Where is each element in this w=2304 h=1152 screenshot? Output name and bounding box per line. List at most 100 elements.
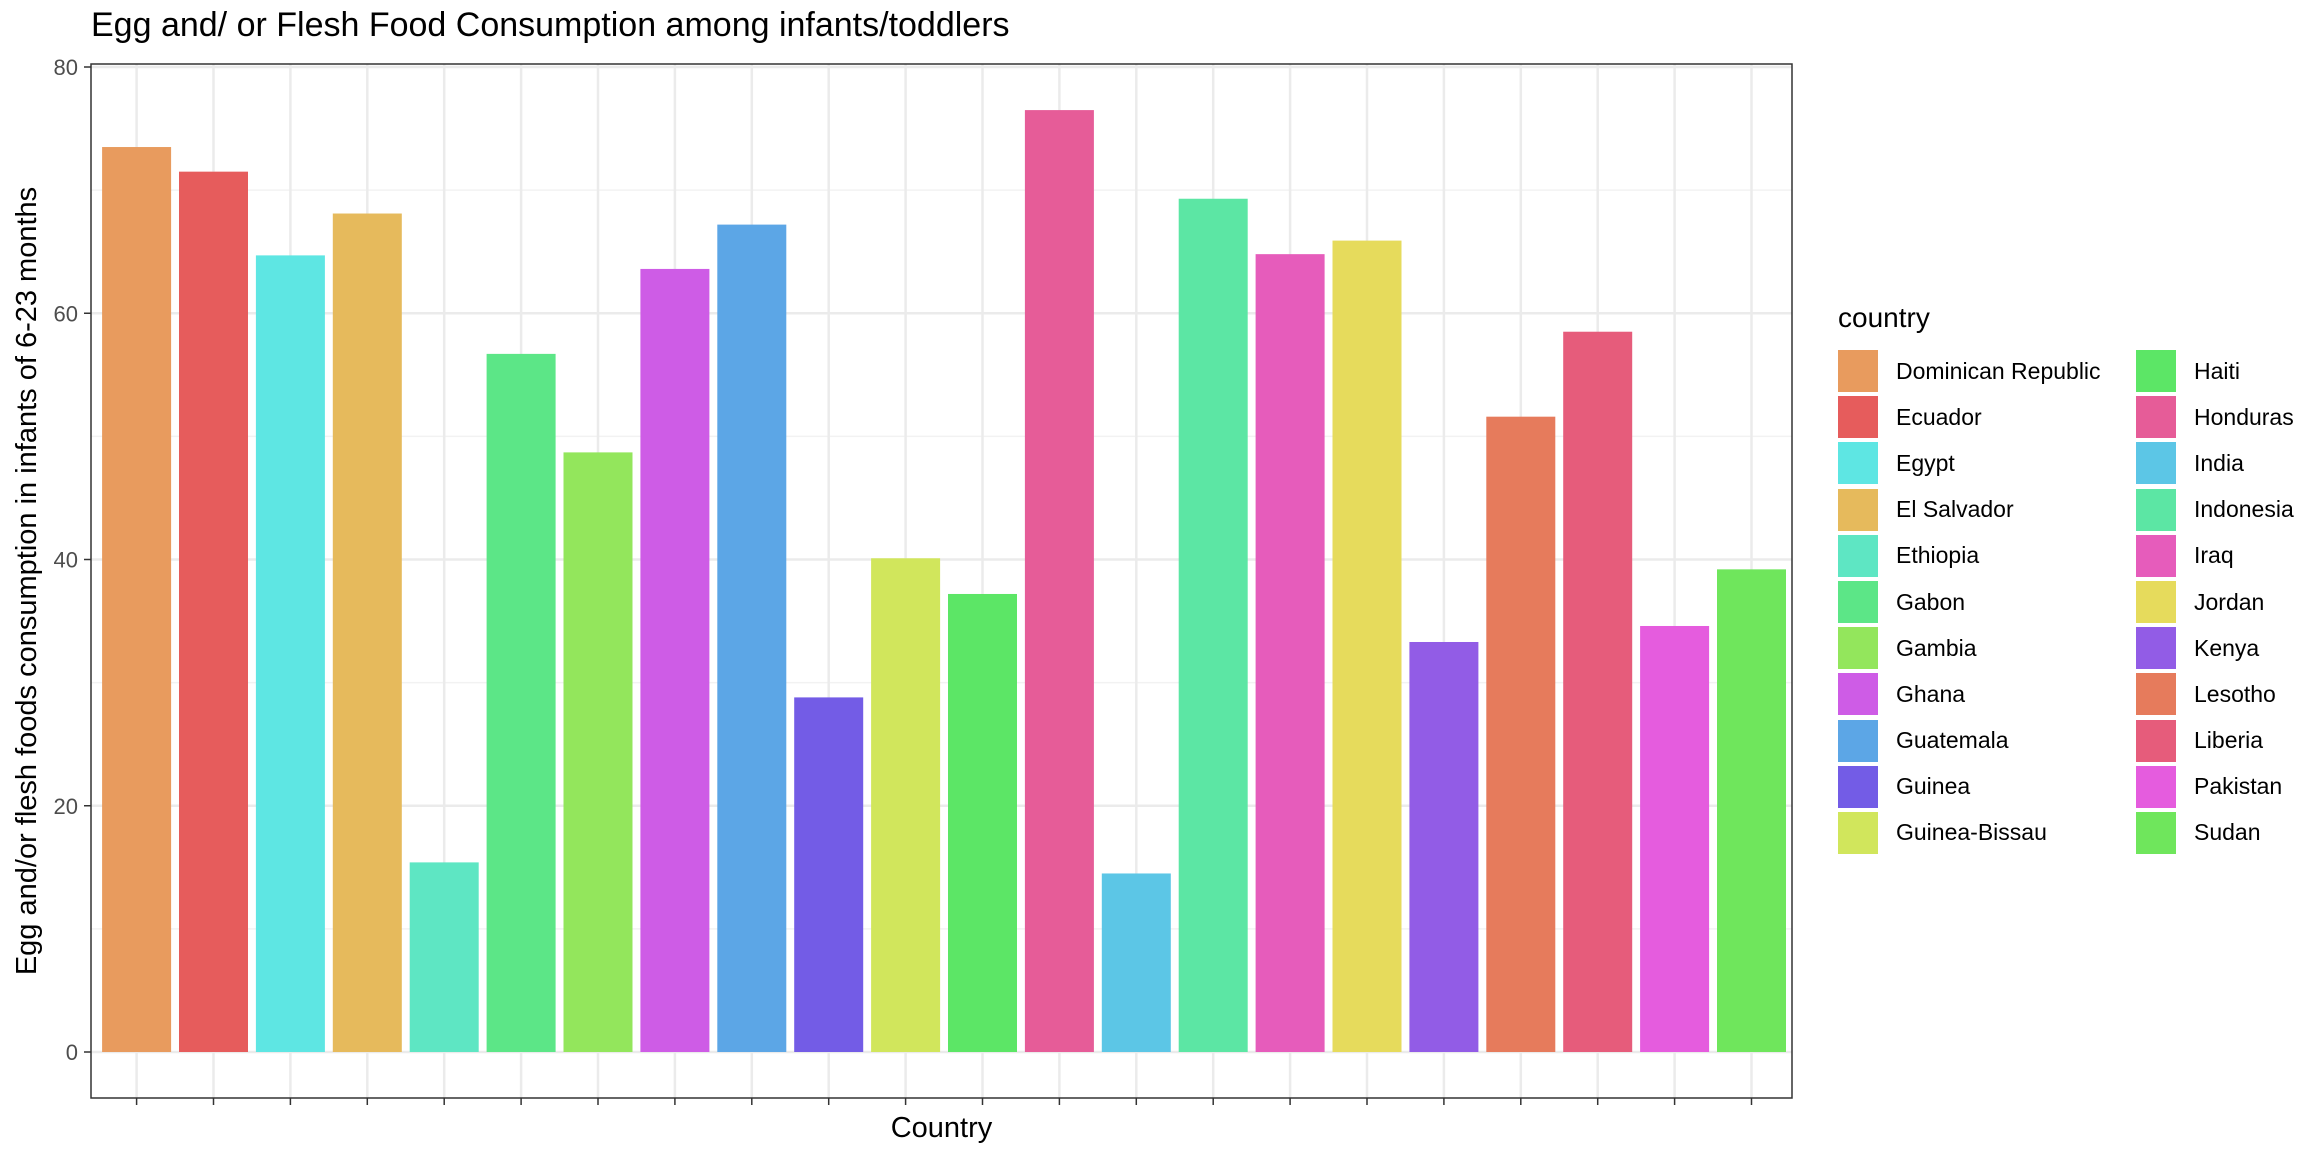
legend-item: Gabon [1838,579,2120,625]
legend-key [1838,350,1878,393]
bar-iraq [1255,254,1325,1052]
legend-label: El Salvador [1896,496,2014,523]
bar-kenya [1409,641,1479,1052]
y-tick-label: 0 [66,1040,78,1065]
y-tick-label: 20 [54,794,78,819]
legend-item: Kenya [2136,625,2294,671]
legend-key [1838,673,1878,716]
y-tick-label: 60 [54,301,78,326]
legend-item: Ecuador [1838,394,2120,440]
bar-india [1101,873,1171,1052]
bar-el-salvador [332,213,402,1053]
legend-item: El Salvador [1838,487,2120,533]
legend-label: Ghana [1896,680,1966,707]
bar-lesotho [1486,416,1556,1052]
legend-item: India [2136,440,2294,486]
legend-label: Indonesia [2194,496,2294,523]
legend-item: Haiti [2136,348,2294,394]
legend-key [2136,719,2176,762]
legend-label: Kenya [2194,634,2260,661]
legend-key [1838,396,1878,439]
legend-item: Iraq [2136,533,2294,579]
legend-item: Lesotho [2136,671,2294,717]
legend-label: Ecuador [1896,403,1982,430]
legend-label: Dominican Republic [1896,357,2101,384]
bar-guinea [794,697,864,1052]
bar-liberia [1563,331,1633,1052]
x-axis-title: Country [891,1112,993,1144]
bar-pakistan [1640,625,1710,1052]
bar-haiti [948,593,1017,1052]
legend-key [1838,627,1878,670]
legend-item: Guinea [1838,764,2120,810]
legend-item: Gambia [1838,625,2120,671]
legend-columns: Dominican Republic Ecuador Egypt El Salvado… [1838,348,2294,856]
legend-label: Egypt [1896,449,1955,476]
legend-item: Honduras [2136,394,2294,440]
y-tick-label: 40 [54,548,78,573]
legend-column: Dominican Republic Ecuador Egypt El Salvado… [1838,348,2120,856]
bar-indonesia [1178,198,1248,1052]
legend: country Dominican Republic Ecuador Egypt El… [1838,302,2294,856]
legend-label: Liberia [2194,727,2264,754]
bar-honduras [1024,110,1094,1052]
bar-dominican-republic [102,147,172,1052]
legend-key [2136,673,2176,716]
bar-ecuador [179,171,248,1052]
legend-label: Haiti [2194,357,2241,384]
legend-item: Guinea-Bissau [1838,810,2120,856]
legend-item: Ethiopia [1838,533,2120,579]
legend-column: Haiti Honduras India Indonesia Iraq Jordan Ken… [2136,348,2294,856]
legend-key [1838,488,1878,531]
bars-layer [102,110,1786,1053]
legend-key [1838,811,1878,854]
legend-label: Gambia [1896,634,1977,661]
legend-label: Guinea-Bissau [1896,819,2047,846]
legend-label: Jordan [2194,588,2265,615]
legend-key [1838,719,1878,762]
bar-guatemala [717,224,787,1053]
legend-label: Honduras [2194,403,2294,430]
legend-key [1838,581,1878,624]
panel-border [90,63,1793,1099]
bar-gambia [563,452,633,1053]
legend-key [1838,534,1878,577]
legend-label: Sudan [2194,819,2261,846]
y-axis-title: Egg and/or flesh foods consumption in in… [11,187,43,975]
legend-item: Indonesia [2136,487,2294,533]
legend-key [2136,627,2176,670]
bar-ethiopia [409,862,479,1052]
legend-item: Jordan [2136,579,2294,625]
legend-label: India [2194,449,2244,476]
legend-key [2136,534,2176,577]
legend-label: Guinea [1896,773,1971,800]
legend-item: Sudan [2136,810,2294,856]
legend-label: Iraq [2194,542,2234,569]
y-tick-label: 80 [54,55,78,80]
bar-guinea-bissau [871,558,941,1052]
legend-title: country [1838,302,1930,333]
bar-jordan [1332,240,1402,1052]
legend-key [2136,488,2176,531]
legend-key [1838,765,1878,808]
legend-item: Pakistan [2136,764,2294,810]
legend-label: Ethiopia [1896,542,1980,569]
legend-label: Lesotho [2194,680,2276,707]
legend-item: Dominican Republic [1838,348,2120,394]
legend-key [2136,811,2176,854]
legend-item: Liberia [2136,718,2294,764]
legend-key [2136,765,2176,808]
legend-label: Pakistan [2194,773,2283,800]
bar-egypt [255,255,325,1053]
legend-item: Ghana [1838,671,2120,717]
legend-key [2136,581,2176,624]
axis-layer: 0 20 40 60 80 [54,55,1753,1105]
bar-ghana [640,268,710,1052]
bar-sudan [1717,569,1786,1052]
chart-title: Egg and/ or Flesh Food Consumption among… [91,6,1010,44]
legend-item: Guatemala [1838,718,2120,764]
legend-label: Guatemala [1896,727,2009,754]
bar-gabon [486,353,556,1053]
legend-key [1838,442,1878,485]
